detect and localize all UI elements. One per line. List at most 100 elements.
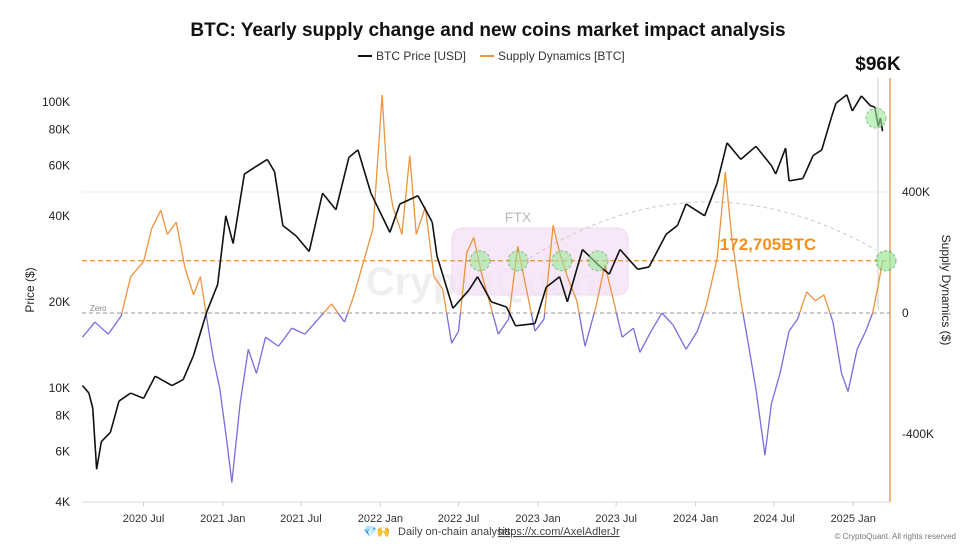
legend-label-supply[interactable]: Supply Dynamics [BTC] [498,49,625,63]
ftx-label: FTX [505,209,532,225]
supply-segment [661,313,674,326]
supply-segment [445,313,453,344]
supply-segment [755,388,766,456]
price-segment [206,284,219,312]
price-segment [676,203,687,226]
supply-segment [847,349,858,392]
supply-segment [621,327,634,338]
price-segment [784,148,790,181]
price-segment [253,158,268,169]
supply-segment [788,318,799,332]
supply-segment [552,225,561,253]
price-segment [81,385,90,394]
price-segment [802,155,814,179]
legend-label-price[interactable]: BTC Price [USD] [376,49,466,63]
supply-segment [797,313,801,320]
price-segment [295,235,310,253]
supply-segment [703,306,707,313]
supply-segment [823,294,831,313]
footer-link[interactable]: https://x.com/AxelAdlerJr [498,526,620,538]
supply-segment [650,313,663,332]
price-segment [308,192,324,252]
supply-segment [265,336,279,347]
price-segment [788,177,803,182]
supply-segment [353,258,366,296]
supply-segment [566,276,578,302]
price-segment [703,182,718,217]
supply-segment [705,258,718,308]
supply-callout: 172,705BTC [720,235,816,254]
supply-segment [347,294,355,313]
y-left-tick-label: 80K [49,123,70,137]
y-right-tick-label: 400K [902,185,930,199]
supply-segment [239,349,249,404]
highlight-circle [551,250,573,272]
supply-segment [584,313,595,347]
price-segment [431,222,438,256]
chart-title: BTC: Yearly supply change and new coins … [190,20,785,41]
y-left-tick-label: 60K [49,158,70,172]
supply-segment [742,313,749,341]
supply-segment [247,349,258,374]
price-segment [154,375,173,387]
supply-segment [231,403,241,483]
supply-segment [199,276,207,313]
highlight-circle [587,250,609,272]
price-segment [171,378,184,387]
price-segment [812,149,823,157]
supply-segment [798,291,808,313]
supply-segment [160,209,168,235]
price-segment [648,233,667,268]
supply-segment [466,237,475,253]
footer-emoji: 💎🙌 [363,525,390,538]
supply-segment [740,300,744,313]
supply-segment [696,313,705,332]
x-tick-label: 2021 Jan [200,513,245,525]
footer: 💎🙌 Daily on-chain analysis: https://x.co… [363,525,956,541]
y-left-tick-label: 100K [42,95,70,109]
supply-segment [401,155,411,235]
price-segment [835,94,848,104]
price-segment [109,400,120,433]
supply-segment [856,330,867,350]
supply-segment [491,313,499,335]
supply-segment [829,313,834,323]
supply-segment [595,264,606,308]
current-price-circle [865,107,887,129]
supply-segment [543,225,554,313]
supply-segment [322,303,333,313]
supply-segment [865,313,874,332]
price-segment [88,392,94,409]
copyright: © CryptoQuant. All rights reserved [835,532,957,541]
supply-segment [612,300,618,313]
price-segment [436,255,454,309]
price-segment [860,95,872,107]
price-segment [282,224,297,237]
supply-segment [770,373,781,404]
price-segment [619,248,639,270]
price-segment [820,116,833,151]
price-segment [182,355,195,380]
price-segment [558,276,569,303]
supply-segment [166,221,177,235]
supply-segment [578,313,586,347]
supply-segment [192,276,202,296]
price-segment [118,392,132,402]
price-segment [566,249,584,303]
y-left-tick-label: 8K [55,409,70,423]
x-tick-label: 2023 Jan [515,513,560,525]
price-segment [130,392,144,400]
price-segment [685,203,706,217]
x-tick-label: 2025 Jan [831,513,876,525]
supply-segment [331,303,339,313]
supply-segment [525,288,532,313]
trend-arc [529,201,877,259]
supply-segment [415,206,426,235]
price-segment [870,105,876,108]
price-segment [452,289,470,309]
y-left-tick-label: 6K [55,444,70,458]
supply-segment [685,330,698,350]
price-segment [716,142,728,184]
supply-segment [212,358,221,389]
